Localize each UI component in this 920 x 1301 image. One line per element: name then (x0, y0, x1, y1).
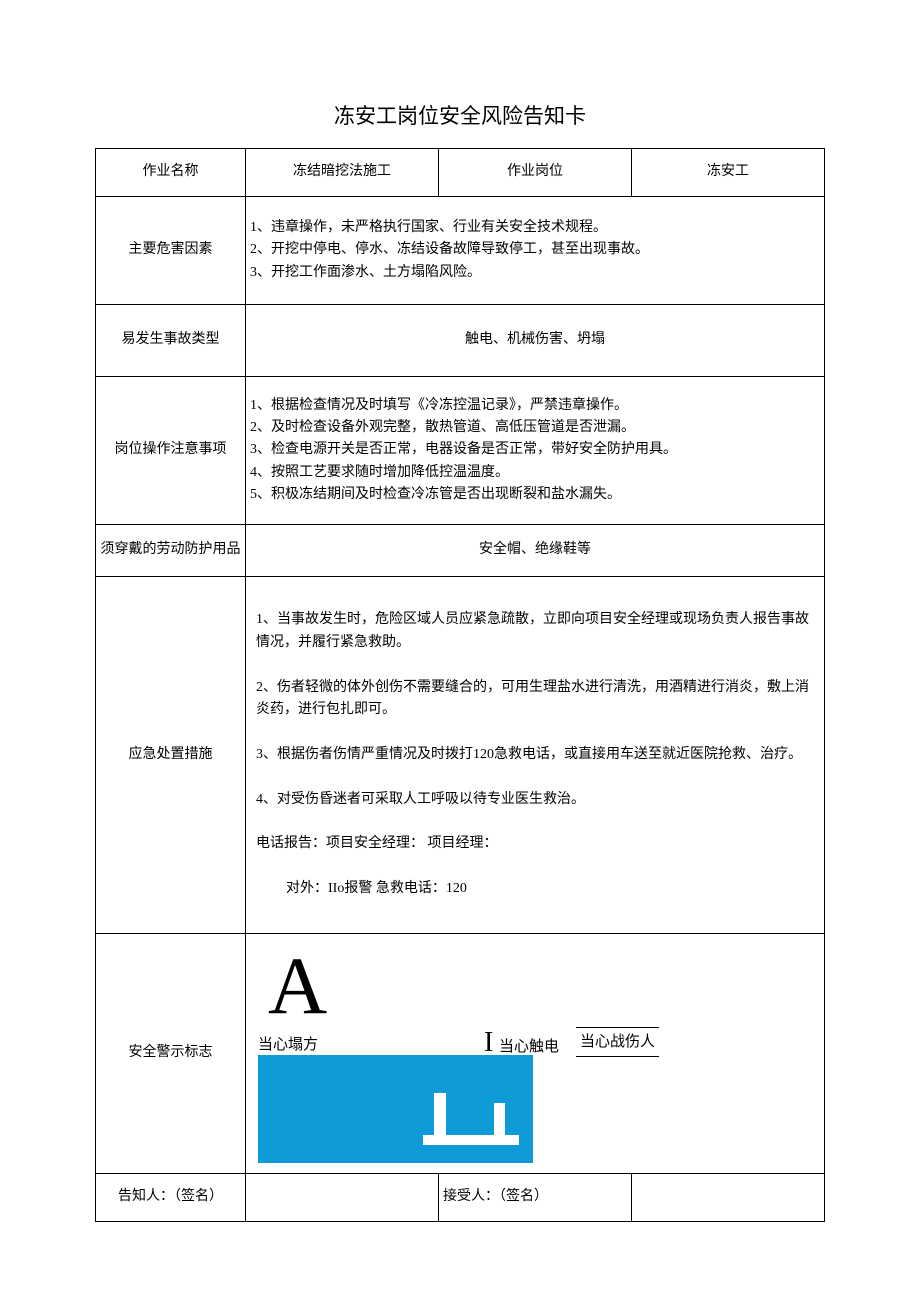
content-emergency: 1、当事故发生时，危险区域人员应紧急疏散，立即向项目安全经理或现场负责人报告事故… (246, 577, 825, 934)
row-signs: 安全警示标志 A 当心塌方 I 当心触电 当心战伤人 (96, 933, 825, 1173)
value-receiver (632, 1173, 825, 1221)
content-hazards: 1、违章操作，未严格执行国家、行业有关安全技术规程。 2、开挖中停电、停水、冻结… (246, 197, 825, 305)
sign-electric-label: 当心触电 (499, 1035, 559, 1059)
label-signs: 安全警示标志 (96, 933, 246, 1173)
emergency-line-2: 2、伤者轻微的体外创伤不需要缝合的，可用生理盐水进行清洗，用酒精进行消炎，敷上消… (256, 677, 814, 722)
value-notifier (246, 1173, 439, 1221)
page-title: 冻安工岗位安全风险告知卡 (95, 100, 825, 130)
label-hazards: 主要危害因素 (96, 197, 246, 305)
emergency-line-4: 4、对受伤昏迷者可采取人工呼吸以待专业医生救治。 (256, 789, 814, 811)
label-notifier: 告知人：（签名） (96, 1173, 246, 1221)
row-ppe: 须穿戴的劳动防护用品 安全帽、绝缘鞋等 (96, 525, 825, 577)
sign-collapse-label: 当心塌方 (258, 1033, 318, 1057)
row-emergency: 应急处置措施 1、当事故发生时，危险区域人员应紧急疏散，立即向项目安全经理或现场… (96, 577, 825, 934)
row-signoff: 告知人：（签名） 接受人：（签名） (96, 1173, 825, 1221)
row-job-name: 作业名称 冻结暗挖法施工 作业岗位 冻安工 (96, 149, 825, 197)
warning-triangle-icon: A (268, 945, 327, 1027)
label-receiver: 接受人：（签名） (439, 1173, 632, 1221)
row-accident: 易发生事故类型 触电、机械伤害、坍塌 (96, 305, 825, 377)
electric-i-icon: I (484, 1021, 493, 1066)
label-precautions: 岗位操作注意事项 (96, 377, 246, 525)
value-job-post: 冻安工 (632, 149, 825, 197)
emergency-phone-1: 电话报告：项目安全经理： 项目经理： (256, 833, 814, 855)
blue-sign-box (258, 1055, 533, 1163)
label-ppe: 须穿戴的劳动防护用品 (96, 525, 246, 577)
content-precautions: 1、根据检查情况及时填写《冷冻控温记录》，严禁违章操作。 2、及时检查设备外观完… (246, 377, 825, 525)
value-job-name: 冻结暗挖法施工 (246, 149, 439, 197)
sign-injury-label: 当心战伤人 (576, 1027, 659, 1057)
content-signs: A 当心塌方 I 当心触电 当心战伤人 (246, 933, 825, 1173)
label-job-post: 作业岗位 (439, 149, 632, 197)
emergency-line-3: 3、根据伤者伤情严重情况及时拨打120急救电话，或直接用车送至就近医院抢救、治疗… (256, 744, 814, 766)
label-job-name: 作业名称 (96, 149, 246, 197)
row-hazards: 主要危害因素 1、违章操作，未严格执行国家、行业有关安全技术规程。 2、开挖中停… (96, 197, 825, 305)
emergency-line-1: 1、当事故发生时，危险区域人员应紧急疏散，立即向项目安全经理或现场负责人报告事故… (256, 609, 814, 654)
row-precautions: 岗位操作注意事项 1、根据检查情况及时填写《冷冻控温记录》，严禁违章操作。 2、… (96, 377, 825, 525)
content-accident: 触电、机械伤害、坍塌 (246, 305, 825, 377)
white-bar-icon (494, 1103, 505, 1145)
white-bar-icon (434, 1093, 446, 1145)
label-accident: 易发生事故类型 (96, 305, 246, 377)
emergency-phone-2: 对外：IIo报警 急救电话：120 (256, 878, 814, 900)
risk-card-table: 作业名称 冻结暗挖法施工 作业岗位 冻安工 主要危害因素 1、违章操作，未严格执… (95, 148, 825, 1222)
label-emergency: 应急处置措施 (96, 577, 246, 934)
signs-container: A 当心塌方 I 当心触电 当心战伤人 (250, 943, 820, 1163)
content-ppe: 安全帽、绝缘鞋等 (246, 525, 825, 577)
